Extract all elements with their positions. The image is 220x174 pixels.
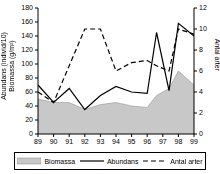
svg-text:99: 99 <box>190 138 198 145</box>
svg-text:94: 94 <box>112 138 120 145</box>
svg-text:10: 10 <box>199 25 207 32</box>
svg-text:40: 40 <box>25 102 33 109</box>
html-text:Biomassa: Biomassa <box>44 157 76 165</box>
html-text:Abundans (individ/10): Abundans (individ/10) <box>0 32 7 100</box>
svg-text:6: 6 <box>199 67 203 74</box>
svg-text:12: 12 <box>199 4 207 11</box>
svg-text:93: 93 <box>97 138 105 145</box>
svg-text:8: 8 <box>199 46 203 53</box>
svg-text:98: 98 <box>175 138 183 145</box>
svg-text:95: 95 <box>128 138 136 145</box>
svg-text:97: 97 <box>159 138 167 145</box>
svg-text:140: 140 <box>21 32 33 39</box>
svg-text:2: 2 <box>199 109 203 116</box>
html-text:Antal arter: Antal arter <box>170 157 203 165</box>
svg-text:100: 100 <box>21 60 33 67</box>
svg-text:89: 89 <box>34 138 42 145</box>
svg-text:20: 20 <box>25 116 33 123</box>
html-text:Biomassa (g/m²): Biomassa (g/m²) <box>8 40 15 92</box>
svg-text:91: 91 <box>65 138 73 145</box>
svg-text:90: 90 <box>50 138 58 145</box>
html-text:Abundans: Abundans <box>107 157 139 165</box>
svg-text:96: 96 <box>143 138 151 145</box>
svg-text:80: 80 <box>25 74 33 81</box>
svg-text:120: 120 <box>21 46 33 53</box>
svg-text:0: 0 <box>199 130 203 137</box>
svg-text:180: 180 <box>21 4 33 11</box>
svg-text:0: 0 <box>29 130 33 137</box>
svg-text:60: 60 <box>25 88 33 95</box>
svg-text:92: 92 <box>81 138 89 145</box>
svg-text:160: 160 <box>21 18 33 25</box>
svg-text:4: 4 <box>199 88 203 95</box>
